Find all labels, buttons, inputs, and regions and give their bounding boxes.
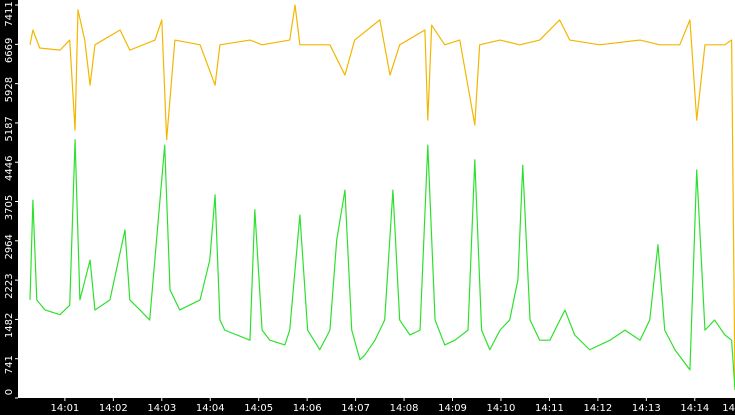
series-line	[29, 139, 735, 391]
x-tick-label: 14:06	[293, 403, 322, 414]
x-tick-label: 14:08	[390, 403, 419, 414]
x-tick-label: 14:01	[50, 403, 79, 414]
x-tick-label: 14:14	[680, 403, 709, 414]
y-tick-label: 2223	[4, 273, 15, 298]
y-tick-label: 741	[4, 355, 15, 374]
x-tick-label: 14:03	[147, 403, 176, 414]
y-tick-label: 5187	[4, 116, 15, 141]
x-tick-label: 14:09	[438, 403, 467, 414]
x-tick-label: 14:07	[341, 403, 370, 414]
y-tick-label: 6669	[4, 38, 15, 63]
y-axis-strip	[0, 0, 18, 415]
y-tick-label: 5928	[4, 77, 15, 102]
y-tick-label: 2964	[4, 234, 15, 259]
y-tick-label: 0	[4, 389, 15, 395]
x-tick-label: 14:12	[583, 403, 612, 414]
x-tick-label: 14:05	[244, 403, 273, 414]
x-tick-label: 14:02	[99, 403, 128, 414]
x-tick-label: 14:11	[535, 403, 564, 414]
y-tick-label: 7411	[4, 1, 15, 26]
y-tick-label: 3705	[4, 195, 15, 220]
x-axis-strip	[0, 398, 735, 415]
series-line	[29, 4, 735, 391]
x-tick-label: 14:04	[196, 403, 225, 414]
x-tick-label: 14	[722, 403, 735, 414]
x-tick-label: 14:10	[487, 403, 516, 414]
x-tick-label: 14:13	[632, 403, 661, 414]
y-tick-label: 1482	[4, 313, 15, 338]
y-tick-label: 4446	[4, 156, 15, 181]
